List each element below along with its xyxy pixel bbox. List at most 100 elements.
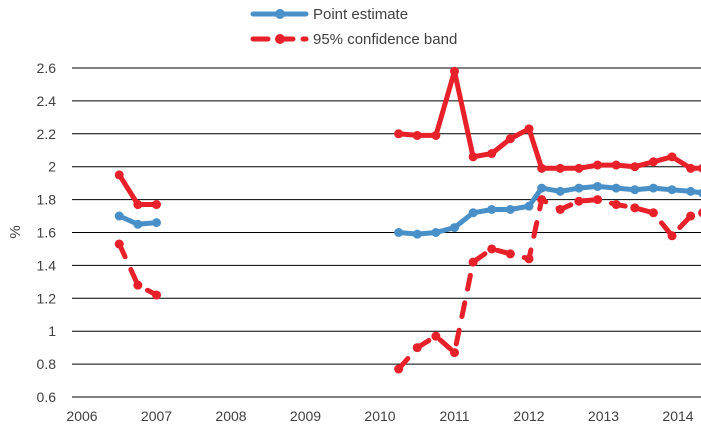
data-point xyxy=(667,185,677,195)
data-point xyxy=(114,239,124,249)
data-point xyxy=(524,124,534,134)
y-tick-label: 0.6 xyxy=(37,389,57,405)
data-point xyxy=(114,170,124,180)
data-point xyxy=(114,211,124,221)
x-tick-label: 2008 xyxy=(215,408,246,424)
data-point xyxy=(698,208,701,217)
x-tick-label: 2010 xyxy=(364,408,395,424)
data-point xyxy=(611,183,621,193)
y-tick-label: 0.8 xyxy=(37,356,57,372)
series-line xyxy=(116,241,159,298)
data-point xyxy=(537,183,547,193)
x-tick-label: 2009 xyxy=(290,408,321,424)
legend-label: 95% confidence band xyxy=(313,31,457,48)
data-point xyxy=(450,348,459,358)
data-point xyxy=(593,160,603,170)
data-point xyxy=(468,208,478,218)
x-tick-label: 2006 xyxy=(66,408,97,424)
data-point xyxy=(574,183,584,193)
gridlines xyxy=(72,67,701,398)
y-tick-label: 2 xyxy=(48,159,56,175)
data-point xyxy=(431,228,441,237)
data-point xyxy=(412,130,422,140)
y-tick-label: 2.6 xyxy=(37,60,57,76)
data-point xyxy=(630,203,640,213)
data-point xyxy=(468,257,478,267)
data-point xyxy=(630,185,640,195)
data-point xyxy=(450,223,459,233)
data-point xyxy=(487,204,497,214)
data-point xyxy=(505,204,515,214)
data-point xyxy=(698,164,701,173)
y-tick-label: 2.2 xyxy=(37,126,57,142)
y-axis-title: % xyxy=(7,225,24,238)
data-point xyxy=(648,157,658,167)
data-point xyxy=(698,188,701,198)
x-axis: 2006 2007 2008 2009 2010 2011 2012 2013 2014 xyxy=(66,408,693,424)
data-point xyxy=(505,249,515,259)
y-tick-label: 2.4 xyxy=(37,93,57,109)
data-point xyxy=(412,343,422,353)
data-point xyxy=(431,331,441,341)
y-tick-label: 1 xyxy=(48,323,56,339)
x-tick-label: 2007 xyxy=(141,408,172,424)
data-point xyxy=(487,149,497,159)
data-point xyxy=(487,244,497,254)
x-tick-label: 2013 xyxy=(588,408,619,424)
data-point xyxy=(524,254,534,264)
data-point xyxy=(431,130,441,140)
y-tick-label: 1.4 xyxy=(37,257,57,273)
data-point xyxy=(133,200,143,210)
series-0 xyxy=(114,181,701,239)
data-point xyxy=(686,186,696,196)
legend-swatch-marker xyxy=(275,9,285,19)
data-point xyxy=(394,364,404,374)
data-point xyxy=(593,195,603,205)
series-2 xyxy=(114,195,701,374)
data-point xyxy=(667,231,677,241)
series-line xyxy=(396,68,701,171)
data-point xyxy=(537,163,547,173)
data-point xyxy=(468,152,478,162)
data-point xyxy=(394,129,404,139)
data-point xyxy=(593,181,603,191)
data-point xyxy=(611,160,621,170)
data-point xyxy=(648,183,658,193)
legend-label: Point estimate xyxy=(313,6,408,23)
data-point xyxy=(667,152,677,162)
data-point xyxy=(537,195,547,205)
legend-item: 95% confidence band xyxy=(250,31,457,48)
data-point xyxy=(152,218,161,228)
series-layer xyxy=(114,66,701,374)
data-point xyxy=(555,186,565,196)
data-point xyxy=(574,196,584,206)
y-tick-label: 1.8 xyxy=(37,192,57,208)
legend-item: Point estimate xyxy=(250,6,408,23)
data-point xyxy=(555,163,565,173)
legend: Point estimate 95% confidence band xyxy=(250,6,457,48)
data-point xyxy=(152,200,161,210)
data-point xyxy=(574,163,584,173)
data-point xyxy=(133,280,143,290)
data-point xyxy=(450,66,459,76)
legend-swatch-marker xyxy=(275,34,285,44)
data-point xyxy=(524,201,534,211)
data-point xyxy=(394,228,404,237)
series-1 xyxy=(114,66,701,210)
data-point xyxy=(686,163,696,173)
data-point xyxy=(505,134,515,144)
y-tick-label: 1.2 xyxy=(37,290,57,306)
data-point xyxy=(555,204,565,214)
y-tick-label: 1.6 xyxy=(37,225,57,241)
y-axis-tick-labels: 0.6 0.8 1 1.2 1.4 1.6 1.8 2 2.2 2.4 2.6 xyxy=(37,60,57,405)
data-point xyxy=(611,200,621,210)
x-tick-label: 2012 xyxy=(513,408,544,424)
data-point xyxy=(686,211,696,221)
data-point xyxy=(152,290,161,300)
x-tick-label: 2011 xyxy=(439,408,469,424)
data-point xyxy=(630,162,640,172)
x-tick-label: 2014 xyxy=(662,408,693,424)
data-point xyxy=(133,219,143,229)
data-point xyxy=(648,208,658,218)
